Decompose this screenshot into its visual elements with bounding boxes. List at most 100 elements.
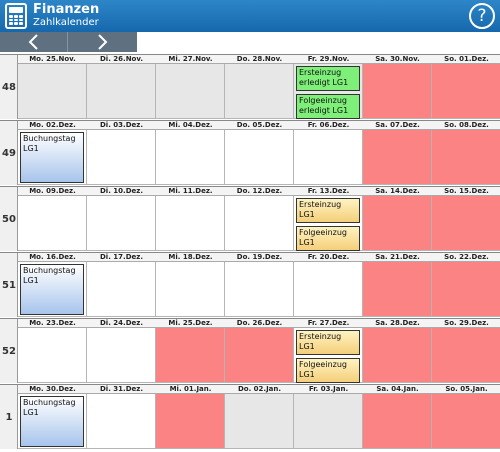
day-cell[interactable] [225, 262, 294, 317]
week-number: 48 [0, 55, 18, 119]
day-header: Fr. 13.Dez. [294, 187, 363, 196]
day-cell[interactable] [87, 196, 156, 251]
day-cell[interactable] [156, 64, 225, 119]
calendar-event[interactable]: Buchungstag LG1 [20, 264, 84, 315]
day-cell[interactable] [156, 196, 225, 251]
previous-button[interactable] [0, 32, 68, 52]
day-cell[interactable] [363, 262, 432, 317]
day-cell[interactable]: Ersteinzug erledigt LG1 Folgeeinzug erled… [294, 64, 363, 119]
day-cell[interactable]: Ersteinzug LG1 Folgeeinzug LG1 [294, 196, 363, 251]
day-header: Do. 05.Dez. [225, 121, 294, 130]
help-button[interactable]: ? [469, 3, 495, 29]
calendar-event[interactable]: Folgeeinzug LG1 [296, 358, 360, 383]
day-header: Mo. 02.Dez. [18, 121, 87, 130]
day-header: Mi. 25.Dez. [156, 319, 225, 328]
day-cell[interactable] [294, 130, 363, 185]
day-header: Sa. 30.Nov. [363, 55, 432, 64]
day-cell[interactable] [225, 196, 294, 251]
calendar-event[interactable]: Buchungstag LG1 [20, 132, 84, 183]
week-number: 52 [0, 319, 18, 383]
day-header: Mi. 18.Dez. [156, 253, 225, 262]
app-header: Finanzen Zahlkalender ? [0, 0, 500, 32]
day-cell[interactable] [363, 196, 432, 251]
day-header: Sa. 14.Dez. [363, 187, 432, 196]
day-cell[interactable] [363, 394, 432, 449]
day-header: Mo. 23.Dez. [18, 319, 87, 328]
day-header: Di. 10.Dez. [87, 187, 156, 196]
week-number-label: 49 [2, 148, 16, 159]
day-header: Mi. 04.Dez. [156, 121, 225, 130]
day-header: Mo. 25.Nov. [18, 55, 87, 64]
day-header: Fr. 03.Jan. [294, 385, 363, 394]
day-header: Sa. 28.Dez. [363, 319, 432, 328]
day-cell[interactable] [225, 328, 294, 383]
day-cell[interactable] [87, 64, 156, 119]
day-cell[interactable] [156, 328, 225, 383]
app-subtitle: Zahlkalender [33, 17, 99, 28]
day-cell[interactable] [432, 64, 500, 119]
week-row: 50 Mo. 09.Dez. Di. 10.Dez. Mi. 11.Dez. Do. 1… [0, 186, 500, 251]
day-cell[interactable]: Buchungstag LG1 [18, 262, 87, 317]
day-cell[interactable] [432, 262, 500, 317]
calendar-event[interactable]: Ersteinzug LG1 [296, 330, 360, 355]
day-cell[interactable] [363, 328, 432, 383]
day-header: So. 29.Dez. [432, 319, 500, 328]
week-number-label: 51 [2, 280, 16, 291]
day-cell[interactable] [363, 64, 432, 119]
calendar-event[interactable]: Folgeeinzug erledigt LG1 [296, 94, 360, 119]
day-header: Mi. 01.Jan. [156, 385, 225, 394]
day-cell[interactable] [87, 328, 156, 383]
week-number-label: 50 [2, 214, 16, 225]
day-cell[interactable] [18, 328, 87, 383]
calendar-event[interactable]: Ersteinzug LG1 [296, 198, 360, 223]
nav-bar [0, 32, 137, 52]
day-header: Sa. 21.Dez. [363, 253, 432, 262]
day-header: Do. 12.Dez. [225, 187, 294, 196]
day-cell[interactable] [18, 64, 87, 119]
day-cell[interactable]: Buchungstag LG1 [18, 130, 87, 185]
week-number-label: 52 [2, 346, 16, 357]
day-cell[interactable] [156, 130, 225, 185]
week-row: 49 Mo. 02.Dez. Buchungstag LG1 Di. 03.Dez. M… [0, 120, 500, 185]
next-button[interactable] [68, 32, 136, 52]
week-number-label: 1 [5, 412, 13, 423]
calendar-event[interactable]: Ersteinzug erledigt LG1 [296, 66, 360, 91]
day-header: Di. 31.Dez. [87, 385, 156, 394]
day-header: So. 15.Dez. [432, 187, 500, 196]
day-header: Fr. 06.Dez. [294, 121, 363, 130]
day-cell[interactable] [87, 130, 156, 185]
day-cell[interactable] [432, 130, 500, 185]
day-cell[interactable] [87, 262, 156, 317]
day-cell[interactable] [225, 130, 294, 185]
day-cell[interactable] [225, 64, 294, 119]
week-number: 51 [0, 253, 18, 317]
day-cell[interactable] [432, 196, 500, 251]
day-cell[interactable] [294, 262, 363, 317]
calendar-event[interactable]: Folgeeinzug LG1 [296, 226, 360, 251]
day-header: Mo. 16.Dez. [18, 253, 87, 262]
day-cell[interactable] [363, 130, 432, 185]
day-cell[interactable] [294, 394, 363, 449]
day-cell[interactable] [432, 394, 500, 449]
week-number: 50 [0, 187, 18, 251]
day-header: Sa. 07.Dez. [363, 121, 432, 130]
calculator-icon [5, 3, 27, 29]
day-header: So. 01.Dez. [432, 55, 500, 64]
day-cell[interactable]: Ersteinzug LG1 Folgeeinzug LG1 [294, 328, 363, 383]
day-cell[interactable] [156, 262, 225, 317]
day-cell[interactable]: Buchungstag LG1 [18, 394, 87, 449]
day-cell[interactable] [87, 394, 156, 449]
day-cell[interactable] [432, 328, 500, 383]
day-header: Do. 28.Nov. [225, 55, 294, 64]
day-cell[interactable] [225, 394, 294, 449]
week-row: 48 Mo. 25.Nov. Di. 26.Nov. Mi. 27.Nov. Do. 2… [0, 54, 500, 119]
day-cell[interactable] [156, 394, 225, 449]
calendar-event[interactable]: Buchungstag LG1 [20, 396, 84, 447]
day-cell[interactable] [18, 196, 87, 251]
day-header: Fr. 29.Nov. [294, 55, 363, 64]
week-row: 52 Mo. 23.Dez. Di. 24.Dez. Mi. 25.Dez. Do. 2… [0, 318, 500, 383]
day-header: Di. 26.Nov. [87, 55, 156, 64]
day-header: Do. 19.Dez. [225, 253, 294, 262]
day-header: So. 08.Dez. [432, 121, 500, 130]
